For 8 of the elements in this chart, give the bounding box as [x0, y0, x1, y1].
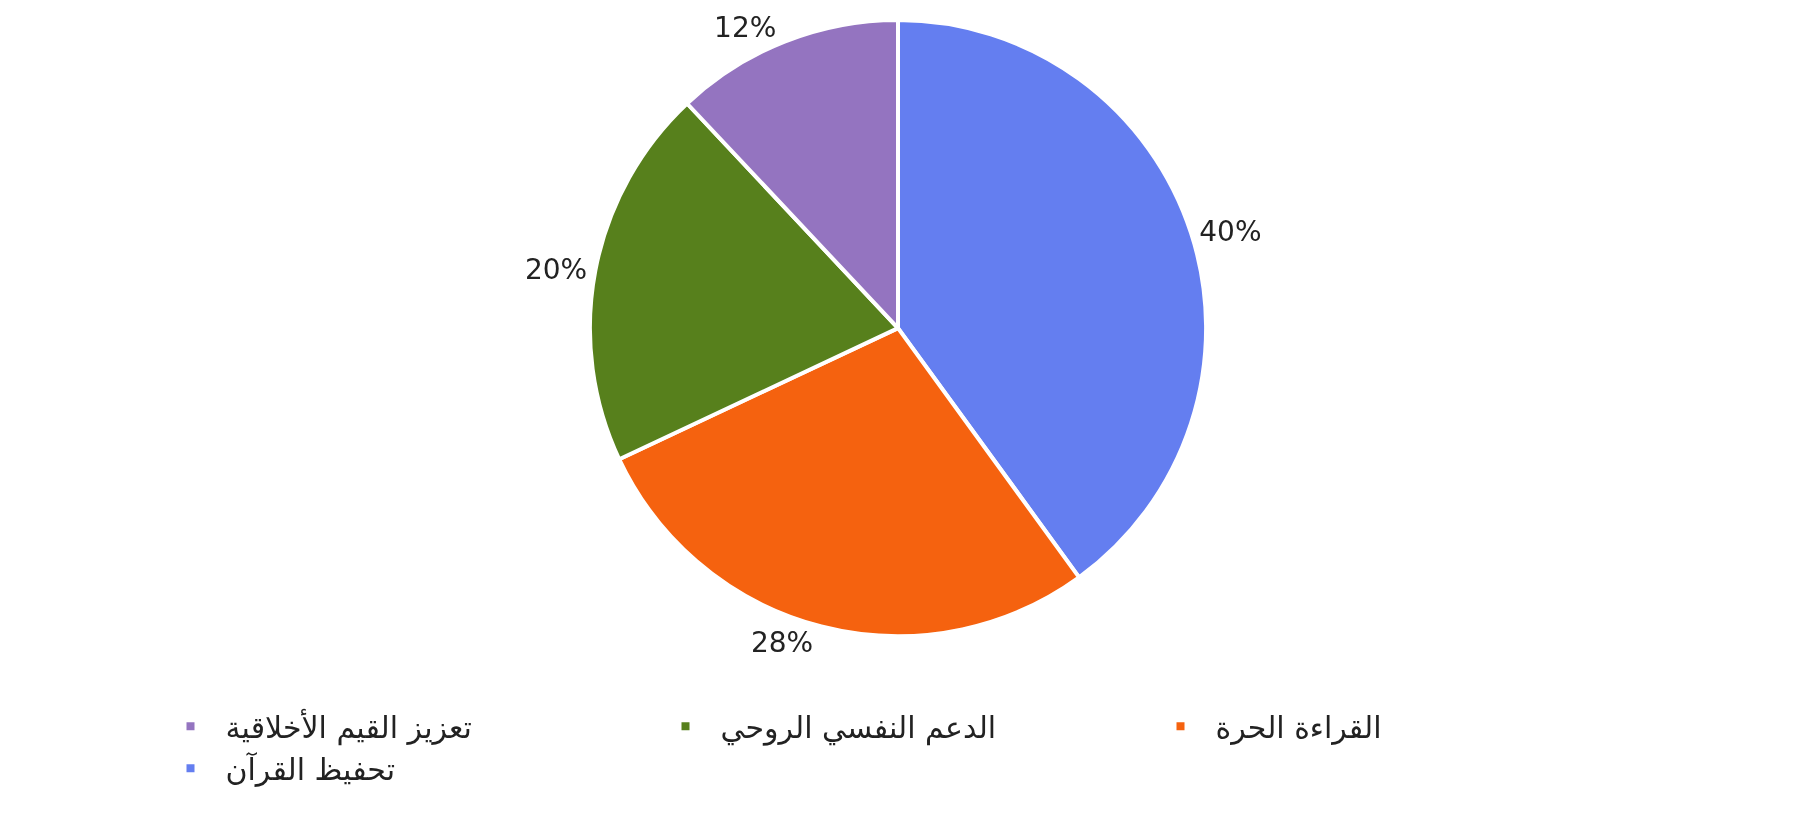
legend-label: القراءة الحرة [1215, 709, 1382, 745]
data-label: 40% [1199, 214, 1262, 248]
data-label: 12% [714, 10, 777, 44]
legend-label: تعزيز القيم الأخلاقية [225, 707, 472, 746]
legend-label: الدعم النفسي الروحي [720, 709, 997, 746]
legend-label: تحفيظ القرآن [225, 751, 396, 787]
data-label: 28% [750, 625, 814, 659]
data-label: 20% [524, 253, 588, 287]
